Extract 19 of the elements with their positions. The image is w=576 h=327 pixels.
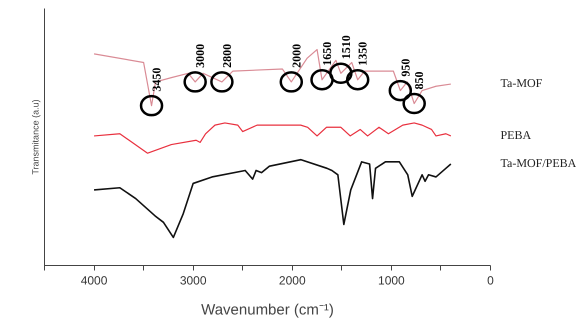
text: Ta-MOF <box>500 76 543 90</box>
annotation: 3000 <box>193 44 208 68</box>
annotation: 850 <box>412 72 426 90</box>
text: PEBA <box>500 128 532 142</box>
annotation: 1350 <box>356 42 370 66</box>
text: Ta-MOF/PEBA <box>500 156 576 170</box>
annotation: 2000 <box>289 44 304 68</box>
y-axis-title: Transmitance (a.u) <box>30 99 40 175</box>
annotation: 1510 <box>338 35 353 60</box>
annotation: 3450 <box>150 68 164 92</box>
x-axis-title: Wavenumber (cm⁻¹) <box>201 302 334 318</box>
x-tick-label: 3000 <box>180 274 207 288</box>
x-tick-label: 4000 <box>80 274 108 288</box>
annotation: 950 <box>398 58 412 77</box>
x-tick-label: 1000 <box>378 274 406 288</box>
x-tick-label: 0 <box>487 274 494 288</box>
x-tick-label: 2000 <box>278 274 306 288</box>
annotation: 2800 <box>220 44 234 68</box>
annotation: 1650 <box>320 42 334 66</box>
